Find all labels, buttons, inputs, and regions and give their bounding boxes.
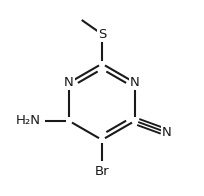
Text: Br: Br — [95, 165, 109, 178]
Text: S: S — [98, 28, 106, 41]
Text: H₂N: H₂N — [16, 114, 40, 127]
Text: N: N — [130, 76, 140, 89]
Text: N: N — [64, 76, 74, 89]
Text: N: N — [162, 126, 172, 139]
